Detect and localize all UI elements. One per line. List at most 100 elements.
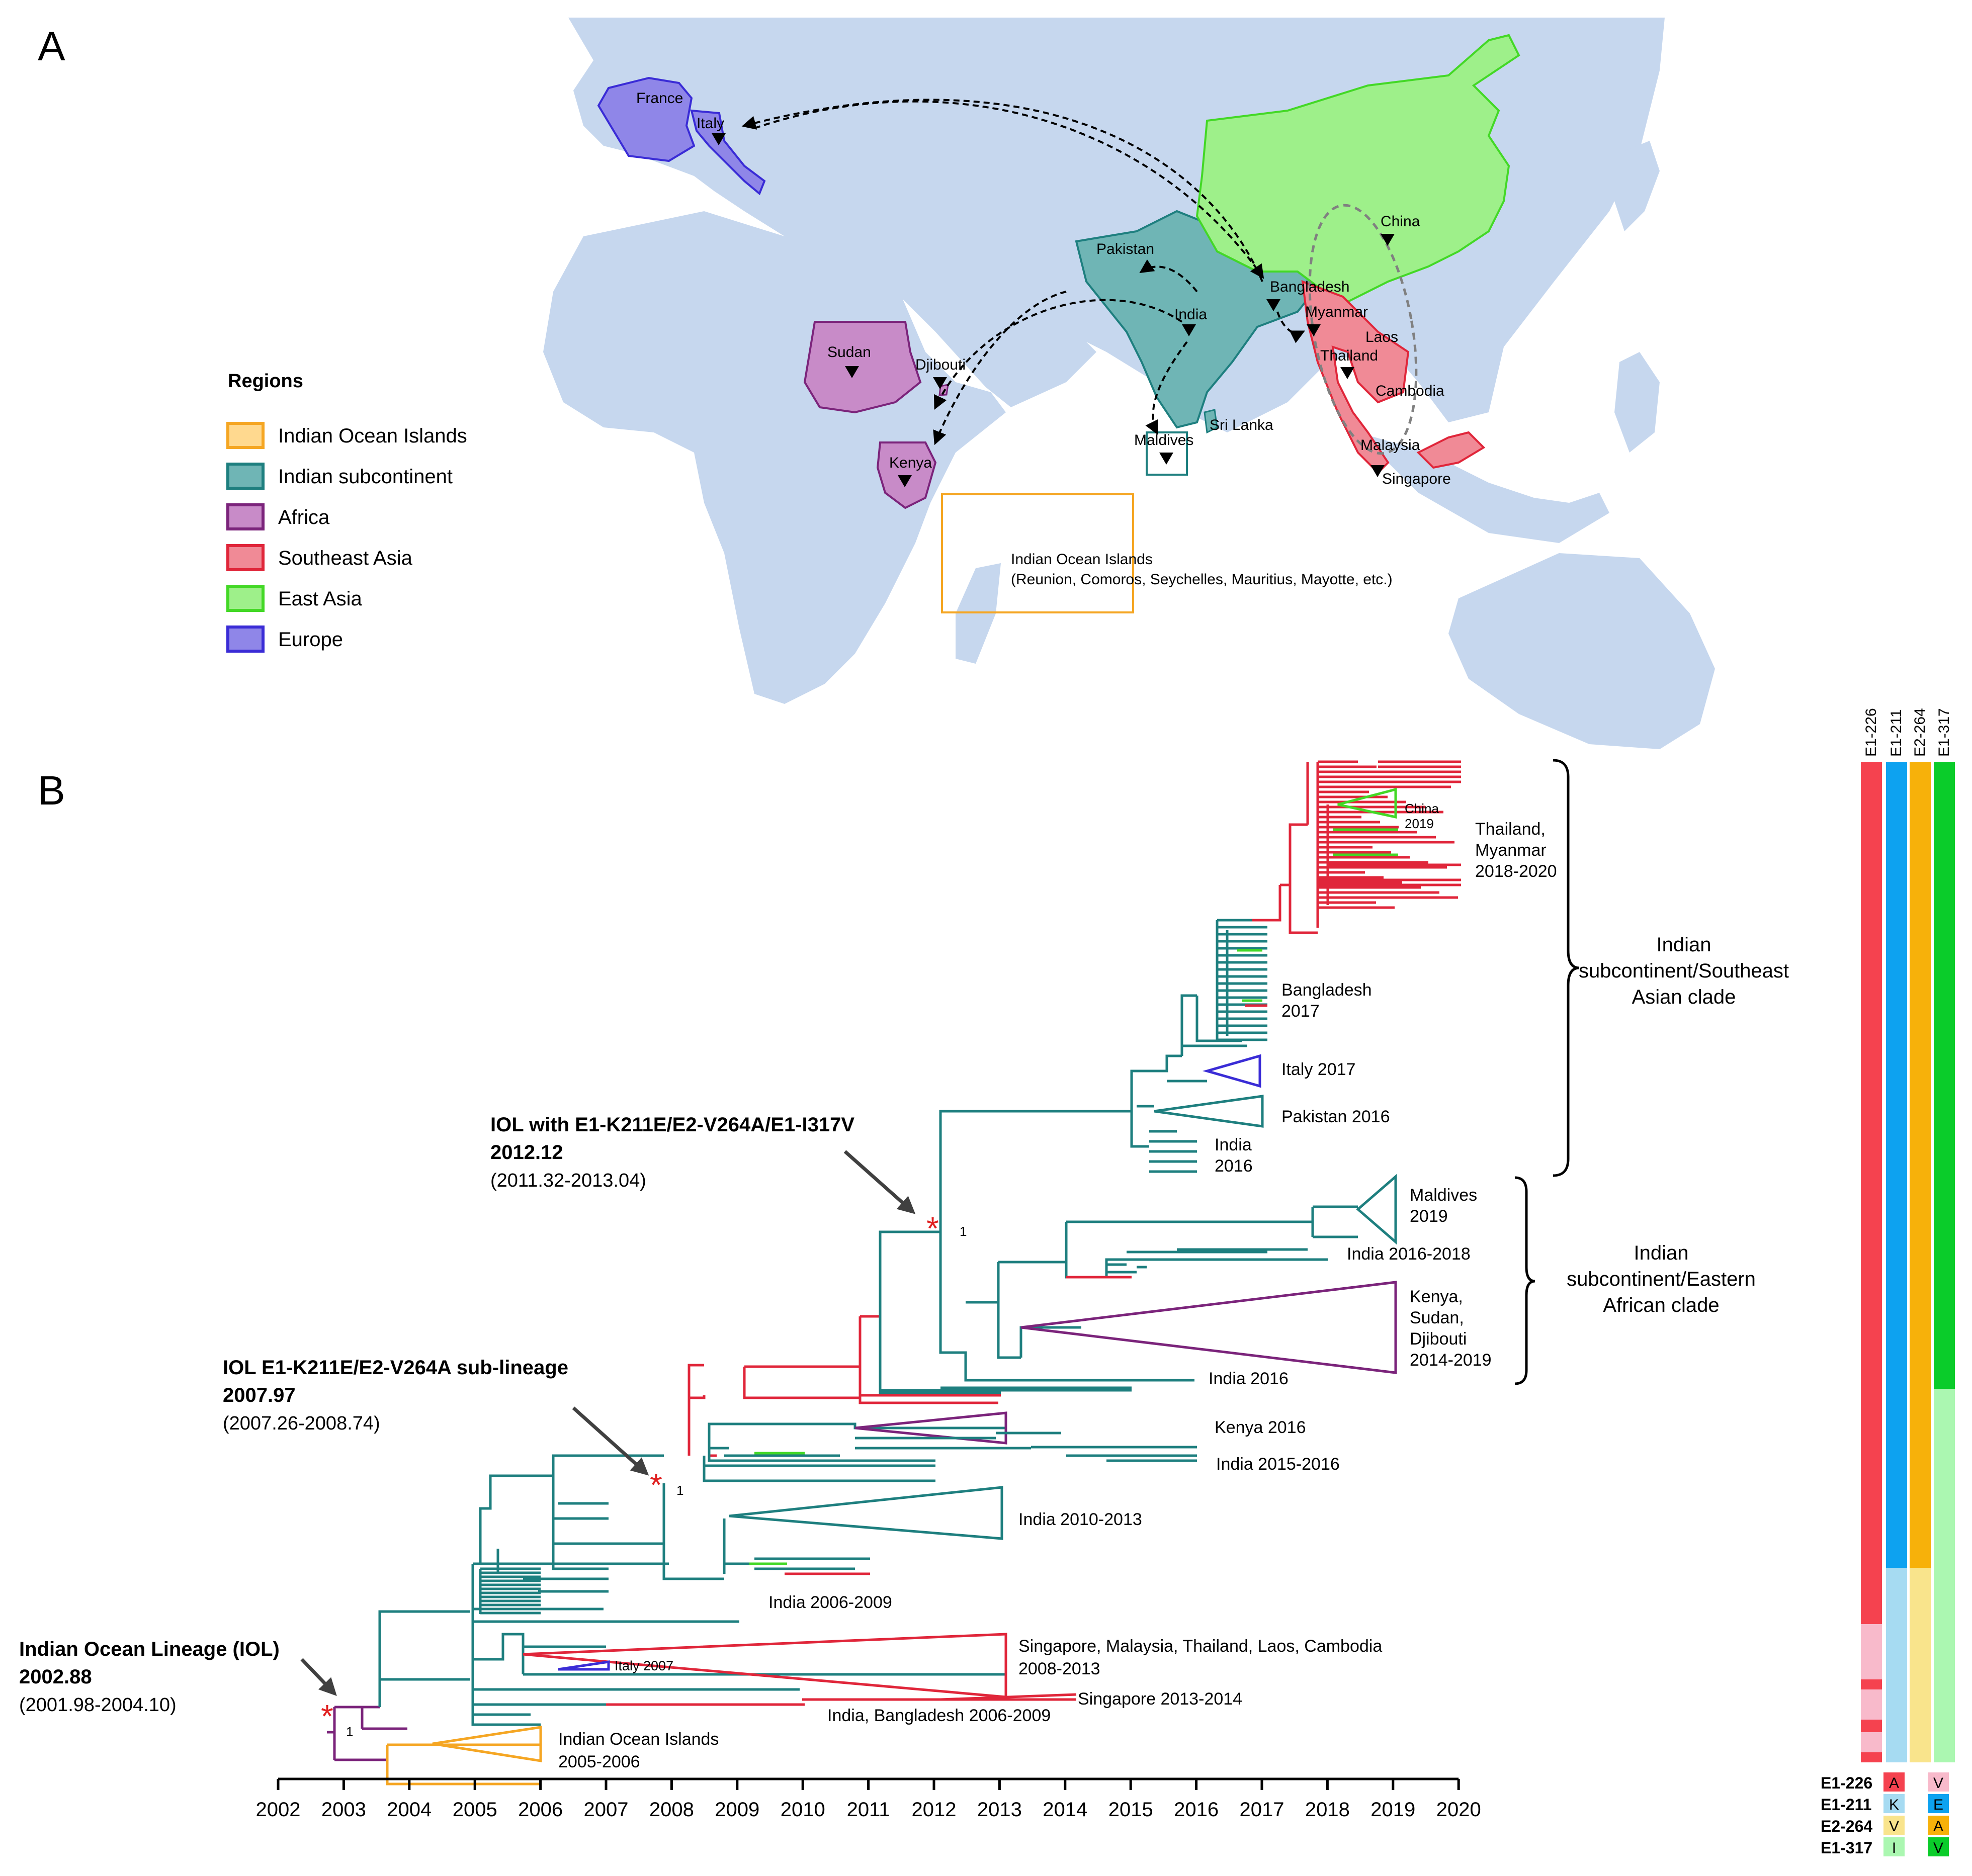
marker-djibouti: [933, 377, 947, 389]
tree-branch-82: [1216, 920, 1229, 1041]
tree-branch-47: [860, 1315, 1001, 1397]
legend-title: Regions: [228, 371, 303, 392]
mutation-legend-a-3: I: [1892, 1840, 1896, 1856]
mutation-legend-swatch-b-1: [1928, 1794, 1949, 1813]
star-iolv: *: [926, 1210, 939, 1246]
bar-e1-211-e: [1886, 762, 1907, 1568]
tree-branch-61: [1147, 1054, 1207, 1083]
legend-label-2: Africa: [278, 506, 330, 528]
bar-e1-317-i: [1934, 1389, 1955, 1762]
axis-label-2002: 2002: [256, 1799, 301, 1821]
panel-b-label: B: [38, 768, 65, 814]
arrow-iolv: [843, 1150, 916, 1214]
axis-label-2010: 2010: [781, 1799, 825, 1821]
tree-branch-13: [606, 1693, 1077, 1706]
mutation-legend-swatch-b-2: [1928, 1816, 1949, 1835]
panel-a-label: A: [38, 24, 65, 69]
tip-india-2015-2016: India 2015-2016: [1216, 1455, 1340, 1474]
label-bangladesh: Bangladesh: [1270, 279, 1349, 295]
bar-e1-317-v: [1934, 762, 1955, 1389]
marker-kenya: [898, 475, 912, 487]
iol-date: 2002.88: [19, 1666, 92, 1688]
mutation-legend-site-2: E2-264: [1821, 1817, 1872, 1835]
clade-brackets: [1514, 759, 1580, 1385]
tip-india-bangladesh: India, Bangladesh 2006-2009: [827, 1706, 1051, 1725]
tree-branch-50: [966, 1261, 1081, 1359]
label-malaysia: Malaysia: [1360, 437, 1420, 454]
legend-swatch-2: [226, 503, 265, 530]
tree-branch-4: [386, 1743, 541, 1785]
tree-branch-32: [664, 1518, 726, 1580]
axis-label-2016: 2016: [1174, 1799, 1219, 1821]
tree-branch-83: [1237, 949, 1262, 1002]
axis-label-2013: 2013: [977, 1799, 1022, 1821]
mutation-legend-swatch-a-0: [1883, 1772, 1905, 1792]
mutation-legend-a-0: A: [1889, 1775, 1899, 1792]
label-sri-lanka: Sri Lanka: [1210, 417, 1273, 433]
iolv-ci: (2011.32-2013.04): [490, 1170, 646, 1191]
support-sublineage: 1: [676, 1483, 683, 1498]
tree-branch-2: [361, 1707, 407, 1730]
clade-e-african: Indian subcontinent/Eastern African clade: [1567, 1242, 1756, 1316]
tree-branch-1: [334, 1706, 387, 1761]
marker-singapore: [1370, 465, 1385, 477]
label-thailand: Thailand: [1320, 347, 1378, 364]
marker-india: [1182, 324, 1196, 336]
tree-branch-86: [1289, 885, 1318, 934]
label-ioi-subtitle: (Reunion, Comoros, Seychelles, Mauritius…: [1011, 571, 1393, 588]
tip-kenya-2016: Kenya 2016: [1215, 1418, 1306, 1437]
collapsed-clade-33: [729, 1486, 1003, 1540]
mutation-legend-b-1: E: [1933, 1797, 1943, 1813]
clade-labels: Indian subcontinent/Southeast Asian clade …: [1567, 934, 1789, 1316]
axis-label-2004: 2004: [387, 1799, 432, 1821]
support-iolv: 1: [960, 1224, 967, 1239]
tip-kenya-sudan-djibouti: Kenya, Sudan, Djibouti 2014-2019: [1410, 1287, 1492, 1370]
legend-label-5: Europe: [278, 629, 343, 651]
marker-myanmar: [1307, 324, 1321, 336]
tree-branch-56: [1106, 1248, 1308, 1274]
tip-maldives: Maldives 2019: [1410, 1186, 1477, 1226]
node-annotations: Indian Ocean Lineage (IOL) 2002.88 (2001…: [19, 1114, 967, 1739]
tree-branch-117: [1306, 762, 1329, 928]
mutation-legend-swatch-a-1: [1883, 1794, 1905, 1813]
tip-italy-2007: Italy 2007: [615, 1658, 673, 1673]
iolv-date: 2012.12: [490, 1141, 563, 1164]
legend-swatch-0: [226, 422, 265, 449]
mutation-legend-swatch-b-3: [1928, 1837, 1949, 1856]
tip-singapore-2013-2014: Singapore 2013-2014: [1078, 1689, 1242, 1709]
sri-lanka-region: [1204, 409, 1218, 434]
tip-indian-ocean-islands: Indian Ocean Islands 2005-2006: [558, 1730, 719, 1771]
axis-label-2014: 2014: [1043, 1799, 1087, 1821]
axis-label-2015: 2015: [1108, 1799, 1153, 1821]
star-iol: *: [321, 1698, 333, 1734]
collapsed-clade-12: [558, 1660, 610, 1671]
tree-branch-44: [708, 1432, 1061, 1462]
iolv-title: IOL with E1-K211E/E2-V264A/E1-I317V: [490, 1114, 854, 1136]
axis-label-2009: 2009: [715, 1799, 759, 1821]
tree-branch-31: [662, 1483, 724, 1580]
tree-branch-46: [688, 1316, 998, 1404]
mutation-legend-swatch-a-3: [1883, 1837, 1905, 1856]
label-italy: Italy: [697, 115, 724, 132]
bar-e1-226-v: [1861, 1624, 1882, 1679]
mutation-column-E2-264: E2-264: [1912, 708, 1928, 757]
axis-label-2008: 2008: [649, 1799, 694, 1821]
legend-swatch-3: [226, 544, 265, 571]
tree-branch-30: [553, 1502, 609, 1520]
collapsed-clade-59: [1154, 1095, 1264, 1128]
mutation-legend: E1-226 A VE1-211 K EE2-264 V AE1-317 I V: [1821, 1772, 1949, 1857]
marker-bangladesh: [1266, 299, 1280, 311]
tree-branch-3: [378, 1678, 470, 1707]
collapsed-clade-5: [432, 1726, 542, 1762]
label-laos: Laos: [1365, 329, 1398, 345]
collapsed-clade-54: [1356, 1174, 1397, 1245]
indian-ocean-islands-box: [941, 493, 1134, 613]
tree-branch-58: [943, 1069, 1149, 1148]
axis-label-2006: 2006: [518, 1799, 563, 1821]
tree-branch-49: [939, 1110, 1194, 1382]
italy-region: [690, 109, 766, 196]
marker-thailand: [1340, 367, 1354, 379]
legend-swatch-5: [226, 626, 265, 653]
mutation-column-E1-226: E1-226: [1863, 708, 1879, 757]
